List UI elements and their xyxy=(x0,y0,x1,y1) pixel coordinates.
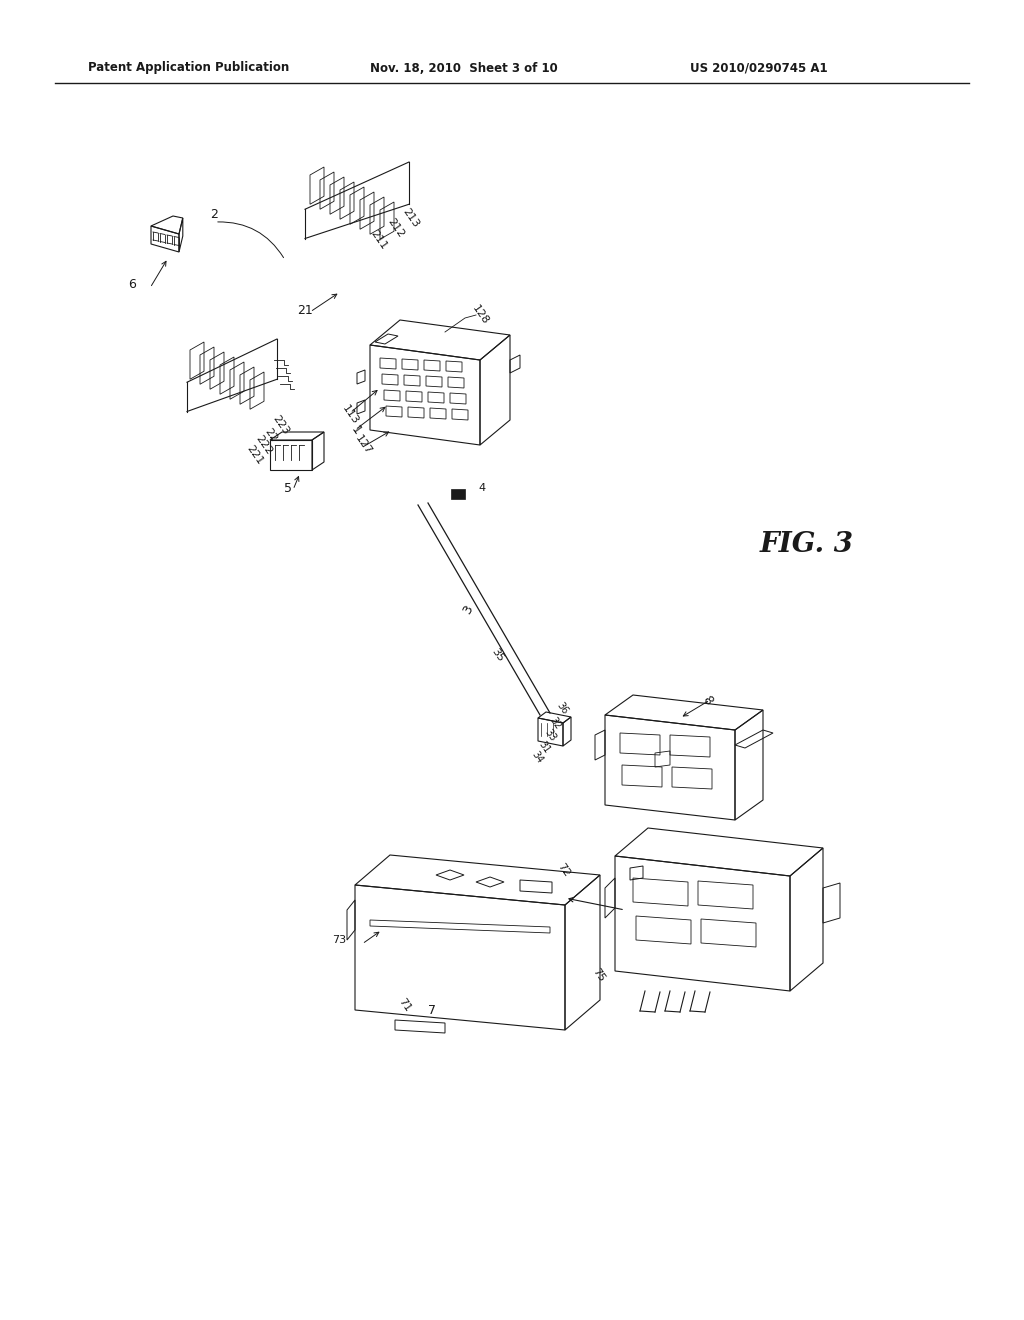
Text: 33: 33 xyxy=(543,727,558,743)
Text: 127: 127 xyxy=(353,433,374,457)
Text: 71: 71 xyxy=(396,997,413,1014)
Text: US 2010/0290745 A1: US 2010/0290745 A1 xyxy=(690,62,827,74)
Text: Patent Application Publication: Patent Application Publication xyxy=(88,62,289,74)
Text: 72: 72 xyxy=(555,861,571,879)
Text: 222: 222 xyxy=(253,433,273,457)
Text: 212: 212 xyxy=(385,216,406,239)
Text: 113: 113 xyxy=(340,404,360,426)
Text: 8: 8 xyxy=(700,693,715,708)
Text: 36: 36 xyxy=(555,700,570,715)
Text: 221: 221 xyxy=(244,444,264,466)
Text: 31: 31 xyxy=(537,739,552,755)
Text: 211: 211 xyxy=(368,228,388,252)
Text: 3: 3 xyxy=(460,603,475,616)
Text: 4: 4 xyxy=(478,483,485,492)
Text: 128: 128 xyxy=(470,304,490,326)
Text: 32: 32 xyxy=(548,715,563,731)
Text: 21: 21 xyxy=(297,304,312,317)
Text: 34: 34 xyxy=(530,750,545,764)
Text: 35: 35 xyxy=(490,647,506,664)
Text: 73: 73 xyxy=(332,935,346,945)
Text: 22: 22 xyxy=(262,426,279,444)
Text: 1: 1 xyxy=(348,422,364,437)
Text: FIG. 3: FIG. 3 xyxy=(760,532,854,558)
Text: 5: 5 xyxy=(284,482,292,495)
Text: 7: 7 xyxy=(428,1003,436,1016)
Text: 6: 6 xyxy=(128,279,136,292)
Text: 2: 2 xyxy=(210,209,218,222)
Text: 213: 213 xyxy=(400,206,420,230)
Text: Nov. 18, 2010  Sheet 3 of 10: Nov. 18, 2010 Sheet 3 of 10 xyxy=(370,62,558,74)
Text: 223: 223 xyxy=(270,413,291,437)
Bar xyxy=(451,488,465,499)
Text: 75: 75 xyxy=(590,966,606,983)
